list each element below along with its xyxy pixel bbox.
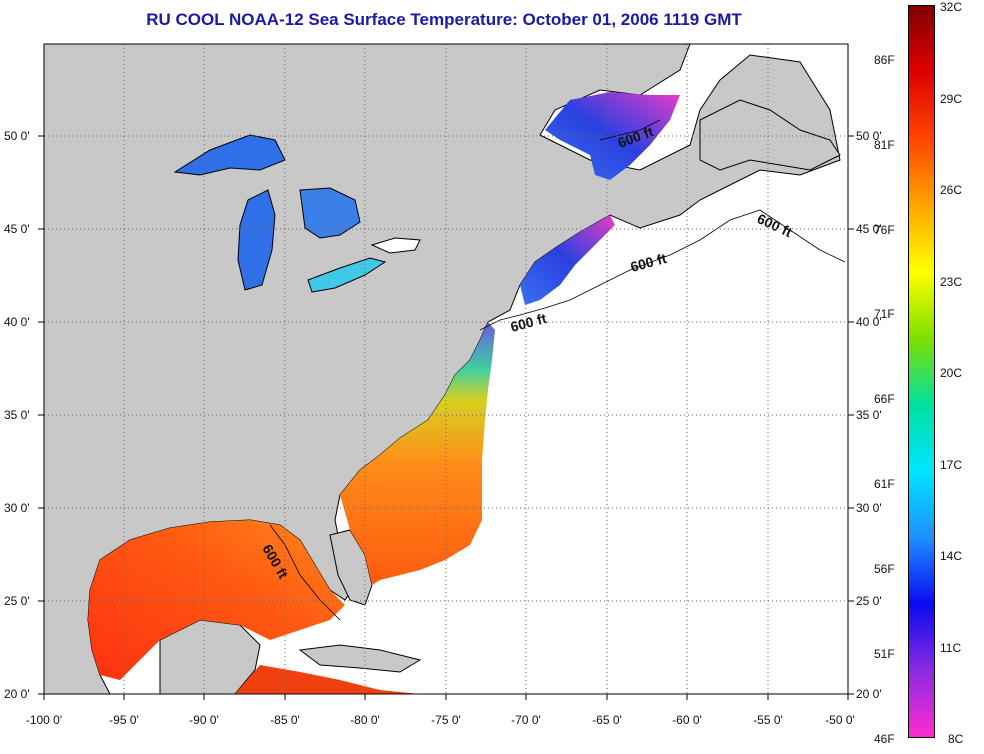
colorbar-label-c: 29C xyxy=(940,92,963,106)
lon-label: -95 0' xyxy=(109,713,139,727)
land-florida xyxy=(329,529,373,606)
colorbar-label-c: 20C xyxy=(940,366,963,380)
lon-label: -80 0' xyxy=(350,713,380,727)
lon-label: -65 0' xyxy=(592,713,622,727)
colorbar-label-f: 81F xyxy=(874,138,895,152)
lat-label-right: 45 0' xyxy=(856,222,882,236)
colorbar-label-c: 32C xyxy=(940,0,963,14)
colorbar-label-f: 66F xyxy=(874,392,895,406)
lon-label: -50 0' xyxy=(825,713,855,727)
sst-northeast xyxy=(520,215,615,305)
sst-atlantic-coastal xyxy=(340,322,495,585)
colorbar-label-c: 14C xyxy=(940,549,963,563)
lat-label-left: 20 0' xyxy=(4,687,30,701)
lon-label: -75 0' xyxy=(431,713,461,727)
lon-label: -70 0' xyxy=(511,713,541,727)
lake-ontario xyxy=(370,237,421,254)
map-title: RU COOL NOAA-12 Sea Surface Temperature:… xyxy=(146,10,742,29)
lon-label: -100 0' xyxy=(26,713,62,727)
land-cuba xyxy=(298,644,422,673)
lat-label-left: 40 0' xyxy=(4,315,30,329)
colorbar-label-c: 11C xyxy=(940,641,962,655)
lon-label: -60 0' xyxy=(672,713,702,727)
lat-label-right: 20 0' xyxy=(856,687,882,701)
lat-label-right: 40 0' xyxy=(856,315,882,329)
lat-label-left: 45 0' xyxy=(4,222,30,236)
lat-label-left: 25 0' xyxy=(4,594,30,608)
lon-label: -55 0' xyxy=(753,713,783,727)
lon-label: -85 0' xyxy=(270,713,300,727)
tick-marks xyxy=(38,135,854,700)
lat-label-right: 25 0' xyxy=(856,594,882,608)
colorbar-label-f: 61F xyxy=(874,477,895,491)
colorbar-label-f: 46F xyxy=(874,732,895,746)
colorbar-label-f: 51F xyxy=(874,647,895,661)
colorbar-label-f: 76F xyxy=(874,223,895,237)
colorbar-label-c: 17C xyxy=(940,458,963,472)
colorbar-label-c: 8C xyxy=(948,732,964,746)
longitude-labels: -100 0' -95 0' -90 0' -85 0' -80 0' -75 … xyxy=(26,713,855,727)
lake-erie xyxy=(307,257,387,293)
lon-label: -90 0' xyxy=(189,713,219,727)
lat-label-left: 50 0' xyxy=(4,129,30,143)
lat-label-left: 35 0' xyxy=(4,408,30,422)
sst-gulf-of-mexico xyxy=(88,520,345,680)
colorbar-label-c: 26C xyxy=(940,183,963,197)
colorbar-label-c: 23C xyxy=(940,275,963,289)
latitude-labels: 50 0' 45 0' 40 0' 35 0' 30 0' 25 0' 20 0… xyxy=(4,129,882,701)
lat-label-right: 30 0' xyxy=(856,501,882,515)
sst-caribbean xyxy=(235,665,420,694)
contour-600ft xyxy=(269,119,846,621)
colorbar-label-f: 86F xyxy=(874,53,895,67)
colorbar-label-f: 56F xyxy=(874,562,895,576)
land-newfoundland xyxy=(699,99,841,171)
lat-label-left: 30 0' xyxy=(4,501,30,515)
lake-michigan xyxy=(237,189,276,291)
lake-huron xyxy=(299,187,361,239)
temperature-colorbar xyxy=(908,5,935,738)
lat-label-right: 50 0' xyxy=(856,129,882,143)
graticule xyxy=(44,44,848,694)
colorbar-label-f: 71F xyxy=(874,307,895,321)
lat-label-right: 35 0' xyxy=(856,408,882,422)
